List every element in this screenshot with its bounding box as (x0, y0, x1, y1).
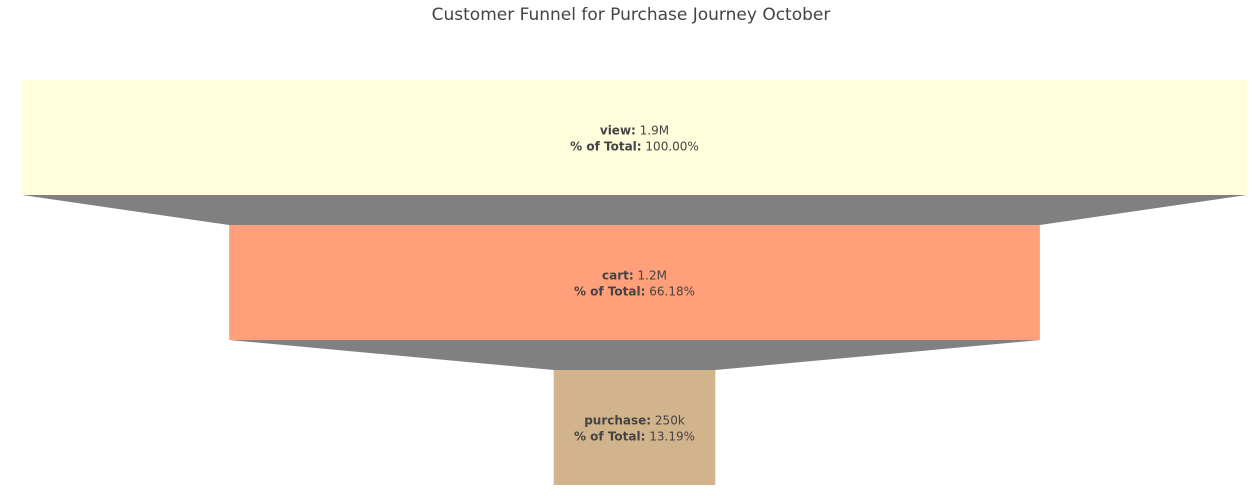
stage-value-label: view: 1.9M (600, 124, 669, 138)
funnel-bar-cart[interactable] (229, 225, 1040, 340)
stage-percent: 13.19% (645, 430, 695, 444)
stage-percent-label: % of Total: 66.18% (574, 285, 695, 299)
funnel-bar-view[interactable] (22, 80, 1247, 195)
stage-name: cart: (602, 269, 634, 283)
percent-label-prefix: % of Total: (574, 285, 645, 299)
percent-label-prefix: % of Total: (574, 430, 645, 444)
stage-percent-label: % of Total: 100.00% (570, 140, 699, 154)
chart-title: Customer Funnel for Purchase Journey Oct… (432, 5, 831, 25)
funnel-stages: view: 1.9M % of Total: 100.00% cart: 1.2M%… (22, 80, 1247, 485)
stage-name: purchase: (584, 414, 651, 428)
stage-percent: 100.00% (642, 140, 699, 154)
stage-name: view: (600, 124, 636, 138)
percent-label-prefix: % of Total: (570, 140, 641, 154)
stage-value-label: cart: 1.2M (602, 269, 667, 283)
stage-value-label: purchase: 250k (584, 414, 685, 428)
funnel-connector (22, 195, 1247, 225)
stage-value: 250k (651, 414, 685, 428)
funnel-connector (229, 340, 1040, 370)
funnel-bar-purchase[interactable] (553, 370, 716, 485)
stage-percent: 66.18% (645, 285, 695, 299)
stage-value: 1.2M (634, 269, 667, 283)
stage-value: 1.9M (636, 124, 669, 138)
stage-percent-label: % of Total: 13.19% (574, 430, 695, 444)
